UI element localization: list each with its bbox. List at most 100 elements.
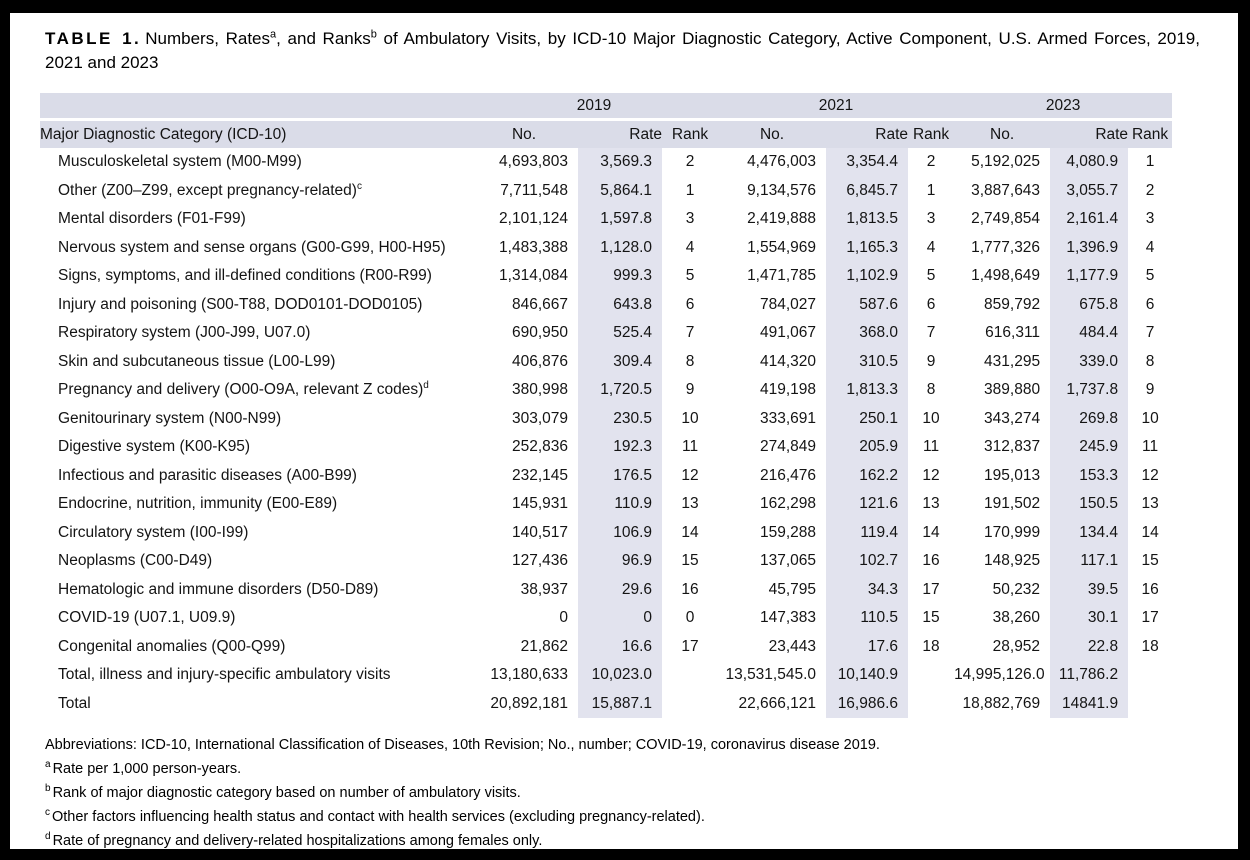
footnote-line: d Rate of pregnancy and delivery-related … [45, 831, 543, 849]
column-header-no-2021: No. [718, 119, 827, 148]
category-cell: COVID-19 (U07.1, U09.9) [58, 609, 236, 627]
rate-cell: 1,597.8 [578, 205, 662, 234]
no-cell: 1,471,785 [747, 267, 817, 285]
no-cell: 232,145 [511, 466, 568, 484]
table-title-seg3: of Ambulatory Visits, by ICD-10 Major Di… [45, 29, 1200, 72]
no-cell: 3,887,643 [971, 181, 1041, 199]
no-cell: 18,882,769 [962, 694, 1041, 712]
category-cell: Endocrine, nutrition, immunity (E00-E89) [58, 495, 338, 513]
table-row: Total 20,892,181 15,887.1 22,666,121 16,986.… [40, 689, 1172, 718]
rate-cell: 6,845.7 [826, 176, 909, 205]
no-cell: 1,777,326 [971, 238, 1041, 256]
no-cell: 303,079 [511, 409, 568, 427]
table-head: 2019 2021 2023 Major Diagnostic Category… [40, 93, 1173, 148]
rate-cell: 11,786.2 [1050, 661, 1129, 690]
rank-cell: 14 [681, 523, 699, 541]
no-cell: 9,134,576 [747, 181, 817, 199]
rank-cell: 3 [1145, 210, 1155, 228]
rate-cell: 0 [578, 604, 662, 633]
rank-cell: 15 [681, 552, 699, 570]
no-cell: 195,013 [984, 466, 1041, 484]
rank-cell: 18 [1141, 637, 1159, 655]
rate-cell: 205.9 [826, 433, 909, 462]
data-table: 2019 2021 2023 Major Diagnostic Category… [40, 93, 1173, 718]
rate-cell: 1,177.9 [1050, 262, 1129, 291]
rate-cell: 3,569.3 [578, 148, 662, 177]
rank-cell [662, 661, 718, 690]
rank-cell: 4 [685, 238, 695, 256]
category-footnote-marker: c [356, 180, 362, 192]
rate-cell: 643.8 [578, 290, 662, 319]
no-cell: 5,192,025 [971, 153, 1041, 171]
year-header-spacer [40, 93, 470, 121]
rate-cell: 17.6 [826, 632, 909, 661]
no-cell: 4,476,003 [747, 153, 817, 171]
rank-cell: 6 [1145, 295, 1155, 313]
no-cell: 38,937 [520, 580, 568, 598]
rate-cell: 117.1 [1050, 547, 1129, 576]
rate-cell: 4,080.9 [1050, 148, 1129, 177]
no-cell: 14,995,126.0 [954, 666, 1045, 684]
rate-cell: 484.4 [1050, 319, 1129, 348]
rank-cell: 1 [1145, 153, 1155, 171]
rank-cell: 5 [685, 267, 695, 285]
rank-cell: 4 [926, 238, 936, 256]
footnote-marker: a [45, 759, 51, 771]
rank-cell: 9 [685, 381, 695, 399]
table-title-label: TABLE 1. [45, 29, 142, 48]
no-cell: 21,862 [520, 637, 568, 655]
rank-cell: 1 [685, 181, 695, 199]
category-cell: Infectious and parasitic diseases (A00-B… [58, 466, 357, 484]
no-cell: 147,383 [760, 609, 817, 627]
no-cell: 45,795 [768, 580, 817, 598]
rank-cell: 15 [922, 609, 940, 627]
table-row: Other (Z00–Z99, except pregnancy-related… [40, 176, 1172, 205]
abbreviations-note: Abbreviations: ICD-10, International Cla… [45, 737, 880, 753]
year-header-row: 2019 2021 2023 [40, 93, 1173, 121]
rank-cell: 8 [926, 381, 936, 399]
rate-cell: 1,165.3 [826, 233, 909, 262]
rate-cell: 153.3 [1050, 461, 1129, 490]
no-cell: 216,476 [760, 466, 817, 484]
table-title: TABLE 1. Numbers, Ratesa, and Ranksb of A… [45, 27, 1200, 74]
rate-cell: 245.9 [1050, 433, 1129, 462]
category-footnote-marker: d [423, 380, 429, 392]
no-cell: 191,502 [984, 495, 1041, 513]
rank-cell: 9 [1145, 381, 1155, 399]
rate-cell: 2,161.4 [1050, 205, 1129, 234]
rank-cell: 10 [681, 409, 699, 427]
rank-cell: 11 [923, 438, 940, 456]
category-cell: Digestive system (K00-K95) [58, 438, 251, 456]
category-cell: Mental disorders (F01-F99) [58, 210, 246, 228]
rank-cell: 1 [926, 181, 936, 199]
no-cell: 20,892,181 [490, 694, 568, 712]
rank-cell: 10 [922, 409, 940, 427]
table-row: Circulatory system (I00-I99) 140,517 106.9… [40, 518, 1172, 547]
table-row: Hematologic and immune disorders (D50-D8… [40, 575, 1172, 604]
category-cell: Signs, symptoms, and ill-defined conditi… [58, 267, 432, 285]
rank-cell: 12 [681, 466, 699, 484]
rank-cell: 14 [1141, 523, 1159, 541]
rate-cell: 96.9 [578, 547, 662, 576]
footnotes: Abbreviations: ICD-10, International Cla… [45, 733, 1200, 853]
table-row: Congenital anomalies (Q00-Q99) 21,862 16.6… [40, 632, 1172, 661]
rate-cell: 10,023.0 [578, 661, 662, 690]
rate-cell: 16,986.6 [826, 689, 909, 718]
rank-cell: 12 [1141, 466, 1159, 484]
column-header-rate-2019: Rate [578, 119, 662, 148]
no-cell: 690,950 [511, 324, 568, 342]
footnote-marker: d [45, 831, 51, 843]
rate-cell: 999.3 [578, 262, 662, 291]
rate-cell: 22.8 [1050, 632, 1129, 661]
no-cell: 859,792 [984, 295, 1041, 313]
column-header-no-2023: No. [954, 119, 1051, 148]
rate-cell: 1,737.8 [1050, 376, 1129, 405]
rank-cell: 9 [926, 352, 936, 370]
rank-cell: 16 [922, 552, 940, 570]
table-title-seg1: Numbers, Rates [145, 29, 271, 48]
rank-cell: 7 [926, 324, 936, 342]
no-cell: 0 [559, 609, 568, 627]
table-row: Endocrine, nutrition, immunity (E00-E89)… [40, 490, 1172, 519]
table-row: Digestive system (K00-K95) 252,836 192.3 11… [40, 433, 1172, 462]
